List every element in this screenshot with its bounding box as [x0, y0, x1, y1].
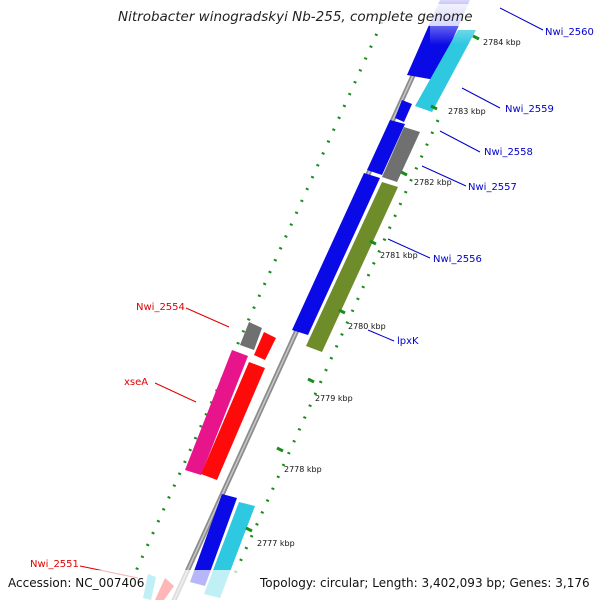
gene-nwi-2557b-arrow[interactable] [382, 127, 420, 182]
gene-nwi-2554-arrow[interactable] [240, 322, 262, 350]
map-title: Nitrobacter winogradskyi Nb-255, complet… [118, 9, 473, 25]
gene-label-xsea[interactable]: xseA [124, 377, 148, 388]
gene-label-lpxk[interactable]: lpxK [397, 336, 419, 347]
forward-genes [190, 0, 476, 598]
tick-labels: 2784 kbp 2783 kbp 2782 kbp 2781 kbp 2780… [257, 38, 521, 548]
tick-label: 2780 kbp [348, 322, 386, 331]
tick-label: 2777 kbp [257, 539, 295, 548]
gene-nwi-2554b-arrow[interactable] [254, 332, 276, 360]
label-leaders [79, 7, 544, 579]
gene-label-nwi-2560[interactable]: Nwi_2560 [545, 27, 594, 38]
footer-backdrop [0, 570, 600, 600]
accession-text: Accession: NC_007406 [8, 576, 144, 590]
gene-nwi-2557-arrow[interactable] [367, 120, 405, 175]
gene-nwi-2556-arrow[interactable] [292, 173, 380, 335]
tick-label: 2778 kbp [284, 465, 322, 474]
gene-label-nwi-2554[interactable]: Nwi_2554 [136, 302, 185, 313]
tick-marks [245, 34, 480, 533]
gene-nwi-2559-arrow[interactable] [415, 30, 476, 112]
gene-xsea2-arrow[interactable] [201, 362, 265, 480]
gene-xsea-arrow[interactable] [185, 350, 248, 475]
tick-label: 2779 kbp [315, 394, 353, 403]
title-backdrop [112, 4, 478, 26]
gene-lpxk-arrow[interactable] [306, 182, 398, 352]
gene-label-nwi-2559[interactable]: Nwi_2559 [505, 104, 554, 115]
tick-label: 2781 kbp [380, 251, 418, 260]
gene-label-nwi-2556[interactable]: Nwi_2556 [433, 254, 482, 265]
gene-nwi-2553-arrow[interactable] [190, 494, 237, 586]
tick-label: 2783 kbp [448, 107, 486, 116]
genome-info-text: Topology: circular; Length: 3,402,093 bp… [259, 576, 590, 590]
gene-label-nwi-2558[interactable]: Nwi_2558 [484, 147, 533, 158]
gene-nwi-2558-arrow[interactable] [395, 100, 412, 122]
gene-labels: Nwi_2560 Nwi_2559 Nwi_2558 Nwi_2557 Nwi_… [30, 27, 594, 570]
gene-label-nwi-2557[interactable]: Nwi_2557 [468, 182, 517, 193]
tick-label: 2782 kbp [414, 178, 452, 187]
gene-label-nwi-2551[interactable]: Nwi_2551 [30, 559, 79, 570]
tick-label: 2784 kbp [483, 38, 521, 47]
reverse-genes [143, 322, 276, 600]
